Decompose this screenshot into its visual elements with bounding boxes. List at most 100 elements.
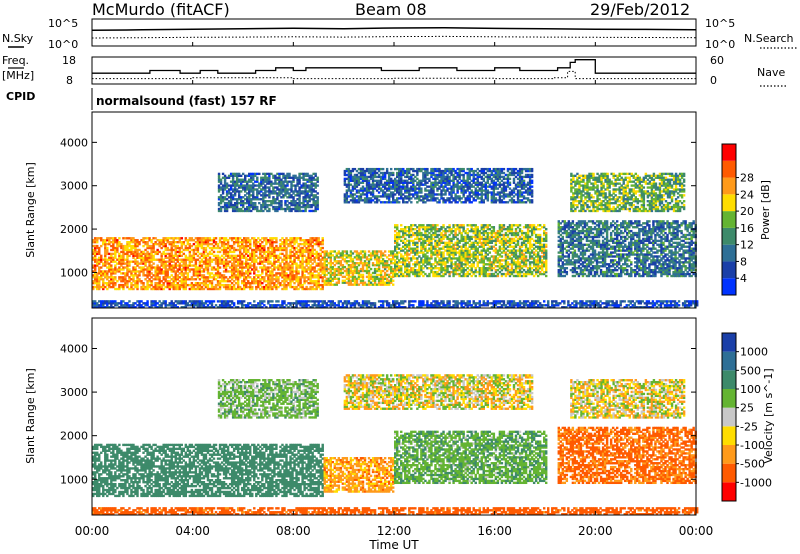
power-cell bbox=[192, 248, 196, 252]
power-cell bbox=[345, 260, 349, 263]
power-cell bbox=[317, 272, 320, 275]
power-cell bbox=[126, 241, 129, 244]
power-cell bbox=[267, 270, 270, 273]
power-cell bbox=[317, 244, 320, 248]
power-cell bbox=[232, 268, 236, 271]
power-cell bbox=[160, 254, 163, 258]
power-cell bbox=[289, 283, 292, 287]
power-cell bbox=[212, 266, 216, 269]
power-cell bbox=[190, 268, 194, 271]
power-cell bbox=[351, 258, 355, 261]
power-cell bbox=[319, 266, 322, 269]
power-cell bbox=[313, 274, 316, 277]
power-cell bbox=[281, 242, 284, 246]
power-cell bbox=[375, 267, 379, 271]
power-cell bbox=[271, 285, 274, 289]
power-cell bbox=[112, 276, 115, 279]
power-cell bbox=[158, 260, 161, 263]
power-cell bbox=[136, 270, 139, 273]
power-cell bbox=[251, 287, 254, 291]
power-cell bbox=[265, 237, 268, 240]
power-cell bbox=[200, 270, 204, 273]
power-cell bbox=[134, 242, 137, 246]
power-cell bbox=[240, 268, 244, 271]
power-cell bbox=[271, 278, 274, 281]
power-cell bbox=[136, 248, 139, 252]
power-cell bbox=[216, 242, 220, 246]
power-cell bbox=[110, 276, 113, 279]
power-cell bbox=[396, 241, 399, 245]
power-cell bbox=[313, 287, 316, 291]
power-cell bbox=[122, 268, 125, 271]
power-cell bbox=[228, 248, 232, 252]
power-cell bbox=[251, 254, 254, 258]
power-cell bbox=[210, 276, 214, 279]
power-cell bbox=[166, 237, 169, 240]
power-cell bbox=[192, 256, 196, 259]
power-cell bbox=[184, 244, 188, 248]
power-cell bbox=[186, 256, 190, 259]
power-cell bbox=[247, 254, 250, 258]
power-cell bbox=[146, 242, 149, 246]
power-cell bbox=[114, 239, 117, 242]
noise-left-tick-high: 10^5 bbox=[48, 17, 78, 30]
power-cell bbox=[92, 248, 95, 252]
power-cell bbox=[186, 274, 190, 277]
power-cell bbox=[289, 278, 292, 281]
power-cell bbox=[112, 270, 115, 273]
power-cell bbox=[152, 278, 155, 281]
power-cell bbox=[261, 241, 264, 244]
power-cell bbox=[367, 262, 371, 265]
power-cell bbox=[319, 260, 322, 263]
power-cell bbox=[230, 272, 234, 275]
power-cell bbox=[385, 279, 389, 282]
power-cell bbox=[238, 252, 242, 256]
power-cell bbox=[206, 270, 210, 273]
power-cell bbox=[132, 246, 135, 250]
power-cell bbox=[317, 241, 320, 244]
power-cell bbox=[361, 256, 365, 259]
power-cell bbox=[206, 268, 210, 271]
power-cell bbox=[259, 280, 262, 283]
power-cell bbox=[144, 268, 147, 271]
power-cell bbox=[94, 258, 97, 261]
power-cell bbox=[337, 262, 341, 265]
power-cell bbox=[150, 264, 153, 267]
power-cell bbox=[232, 280, 236, 283]
power-cell bbox=[379, 260, 383, 263]
power-cell bbox=[186, 283, 190, 287]
power-cell bbox=[174, 250, 177, 254]
power-cell bbox=[230, 244, 234, 248]
power-cell bbox=[283, 244, 286, 248]
power-cell bbox=[394, 229, 397, 233]
power-cell bbox=[263, 248, 266, 252]
power-cell bbox=[128, 244, 131, 248]
power-cell bbox=[391, 269, 395, 273]
power-cell bbox=[383, 254, 387, 257]
power-cell bbox=[140, 266, 143, 269]
power-cell bbox=[269, 244, 272, 248]
power-cell bbox=[146, 266, 149, 269]
power-cell bbox=[271, 248, 274, 252]
power-cell bbox=[112, 244, 115, 248]
power-cell bbox=[196, 283, 200, 287]
power-cell bbox=[208, 276, 212, 279]
power-cell bbox=[230, 285, 234, 289]
power-cell bbox=[190, 248, 194, 252]
power-cell bbox=[222, 260, 226, 263]
power-cell bbox=[343, 281, 347, 284]
power-cell bbox=[166, 270, 169, 273]
power-cell bbox=[196, 285, 200, 289]
power-cell bbox=[396, 227, 399, 231]
power-cell bbox=[315, 276, 318, 279]
power-cell bbox=[134, 246, 137, 250]
power-cell bbox=[349, 252, 353, 255]
power-cell bbox=[166, 248, 169, 252]
power-cell bbox=[311, 272, 314, 275]
power-cell bbox=[168, 256, 171, 259]
power-cell bbox=[311, 274, 314, 277]
power-cell bbox=[104, 252, 107, 256]
power-cell bbox=[333, 277, 337, 280]
power-cell bbox=[396, 251, 399, 254]
power-cell bbox=[249, 244, 252, 248]
